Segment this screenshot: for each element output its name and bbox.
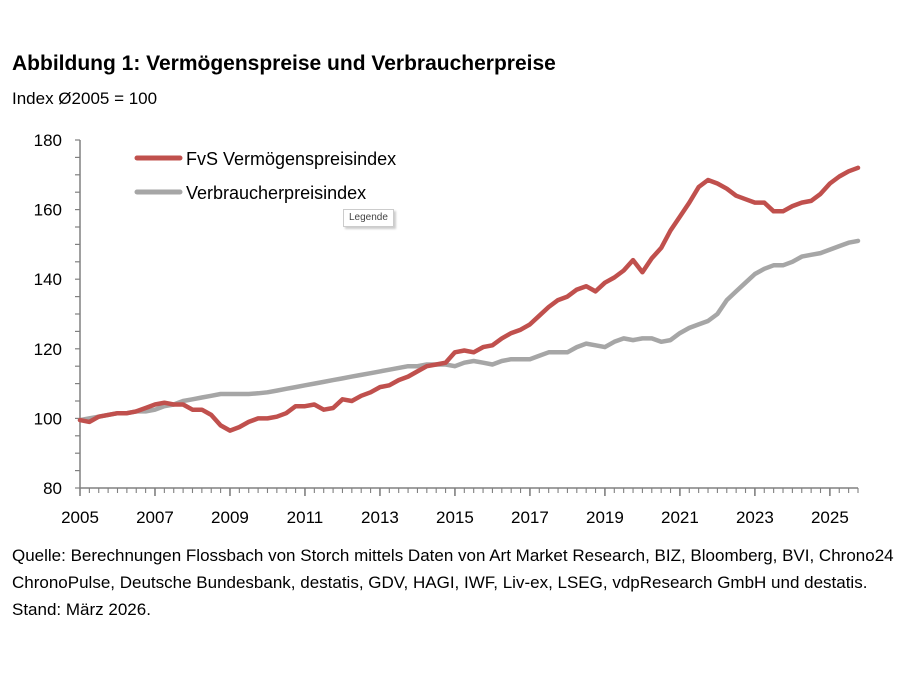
legend-label-cpi: Verbraucherpreisindex <box>186 183 366 203</box>
line-chart: 80 100 120 140 160 180 2005 2007 2009 2011 2013 201… <box>34 131 861 527</box>
chart-subtitle: Index Ø2005 = 100 <box>12 89 158 108</box>
y-tick-label: 100 <box>34 409 62 428</box>
x-tick-label: 2017 <box>511 508 549 527</box>
axes: 80 100 120 140 160 180 2005 2007 2009 2011 2013 201… <box>34 131 859 527</box>
x-tick-label: 2023 <box>736 508 774 527</box>
y-tick-label: 180 <box>34 131 62 150</box>
x-tick-label: 2009 <box>211 508 249 527</box>
y-tick-label: 140 <box>34 270 62 289</box>
y-tick-label: 80 <box>43 479 62 498</box>
series-line-verbraucherpreisindex <box>77 238 861 423</box>
legend-label-fvs: FvS Vermögenspreisindex <box>186 149 396 169</box>
y-tick-label: 160 <box>34 201 62 220</box>
x-tick-label: 2025 <box>811 508 849 527</box>
legend-tooltip: Legende <box>343 209 394 227</box>
x-tick-label: 2005 <box>61 508 99 527</box>
x-tick-label: 2021 <box>661 508 699 527</box>
y-tick-label: 120 <box>34 340 62 359</box>
series-lines <box>77 165 861 433</box>
chart-title: Abbildung 1: Vermögenspreise und Verbrau… <box>12 52 556 75</box>
x-tick-label: 2013 <box>361 508 399 527</box>
x-tick-label: 2007 <box>136 508 174 527</box>
source-note: Quelle: Berechnungen Flossbach von Storc… <box>12 546 894 619</box>
legend[interactable]: FvS Vermögenspreisindex Verbraucherpreis… <box>134 149 396 203</box>
series-line-fvs-vermoegenspreisindex <box>77 165 861 433</box>
x-tick-label: 2019 <box>586 508 624 527</box>
x-tick-label: 2015 <box>436 508 474 527</box>
x-tick-label: 2011 <box>287 508 324 527</box>
